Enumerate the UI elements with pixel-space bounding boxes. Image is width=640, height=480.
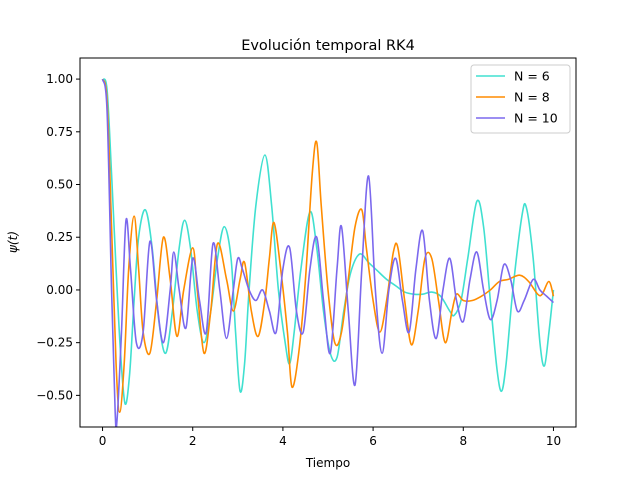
x-axis-label: Tiempo [305, 456, 350, 470]
legend-label-1: N = 8 [514, 90, 550, 105]
x-axis: 0 2 4 6 8 10 [99, 427, 561, 448]
legend-label-0: N = 6 [514, 69, 550, 84]
legend: N = 6 N = 8 N = 10 [470, 64, 571, 134]
legend-label-2: N = 10 [514, 111, 558, 126]
x-tick-label: 0 [99, 434, 107, 448]
x-tick-label: 8 [459, 434, 467, 448]
y-tick-label: 0.75 [46, 125, 73, 139]
y-tick-label: 1.00 [46, 72, 73, 86]
series-line-2 [101, 78, 554, 427]
x-tick-label: 10 [546, 434, 561, 448]
y-tick-label: 0.25 [46, 230, 73, 244]
legend-box [470, 64, 571, 134]
y-tick-label: 0.00 [46, 283, 73, 297]
y-axis-label: ψ(t) [6, 231, 20, 253]
plot-frame [79, 57, 577, 428]
x-tick-label: 6 [369, 434, 377, 448]
x-tick-label: 4 [279, 434, 287, 448]
series-layer [101, 78, 555, 427]
y-tick-label: −0.50 [36, 388, 73, 402]
x-tick-label: 2 [189, 434, 197, 448]
y-tick-label: −0.25 [36, 336, 73, 350]
y-tick-label: 0.50 [46, 178, 73, 192]
y-axis: −0.50 −0.25 0.00 0.25 0.50 0.75 1.00 [36, 72, 80, 402]
chart-title: Evolución temporal RK4 [241, 38, 415, 54]
